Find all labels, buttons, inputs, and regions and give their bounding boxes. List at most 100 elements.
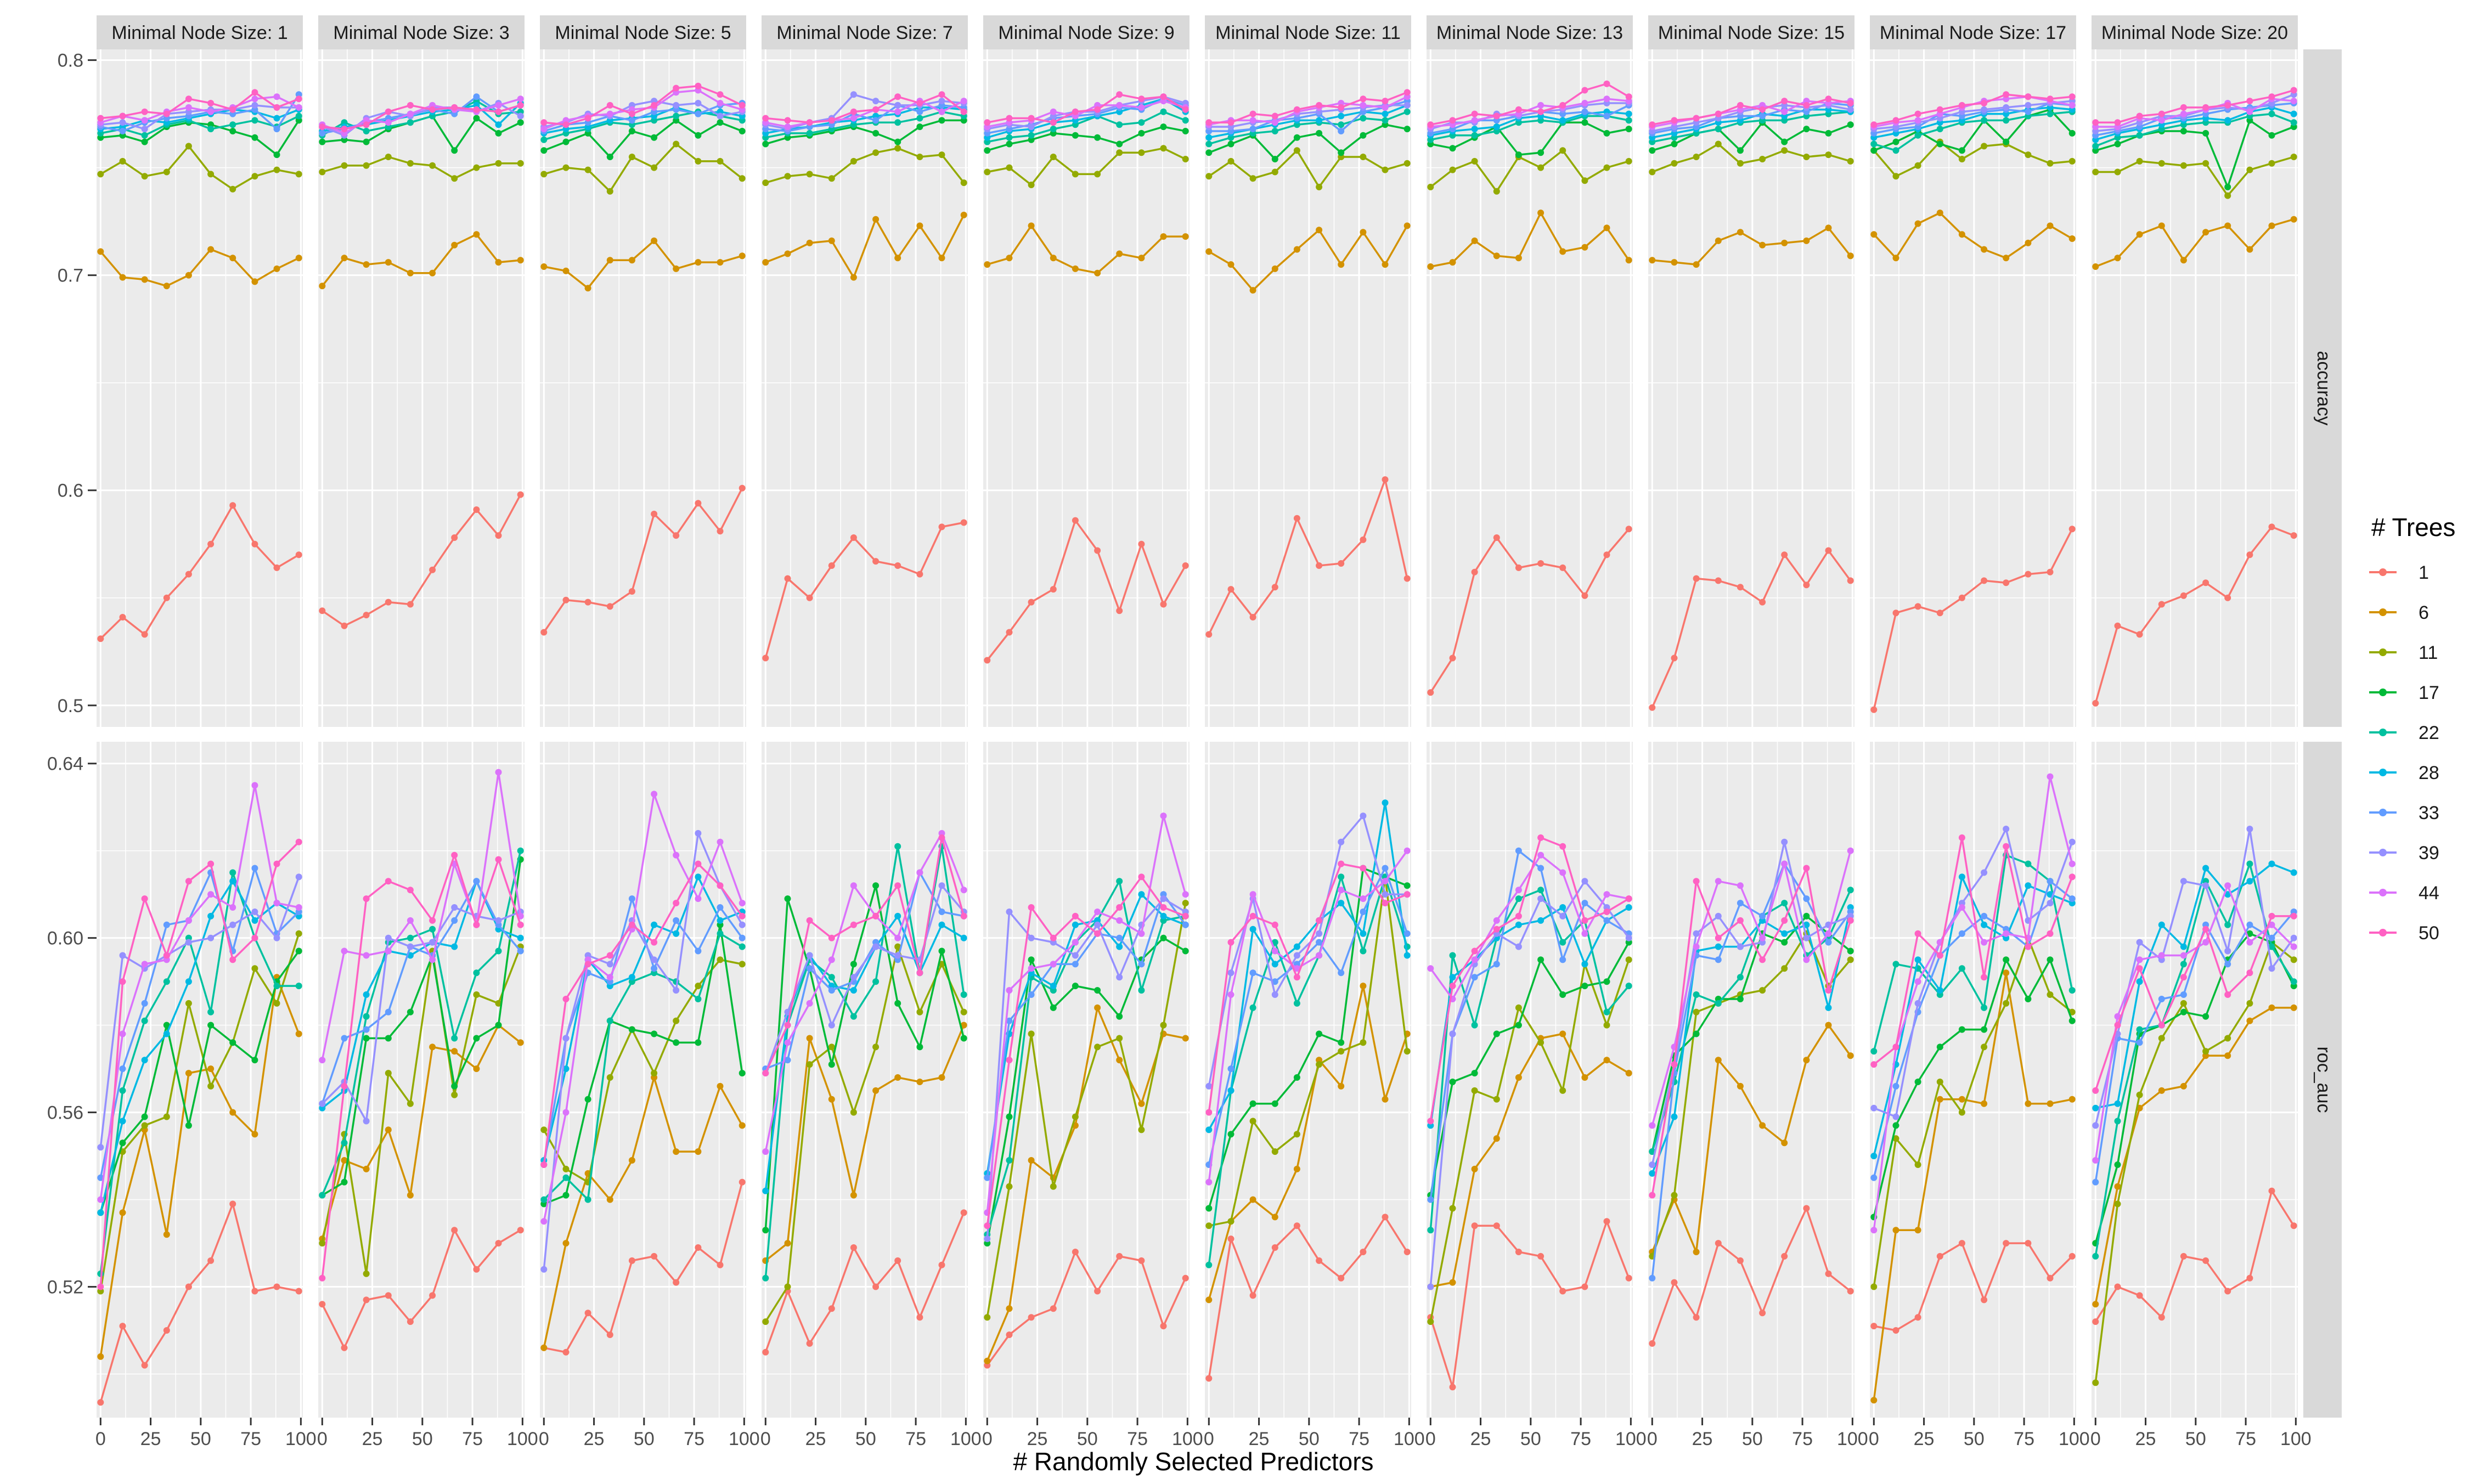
- series-line-39: [1874, 100, 2072, 130]
- data-point: [628, 128, 635, 134]
- series-line-17: [2094, 932, 2295, 1244]
- data-point: [207, 912, 215, 919]
- data-point: [739, 961, 746, 968]
- data-point: [984, 147, 991, 154]
- data-point: [1737, 229, 1744, 236]
- column-strip-background: [318, 15, 525, 49]
- data-point: [1050, 934, 1057, 941]
- data-point: [363, 612, 370, 619]
- data-point: [984, 657, 991, 664]
- data-point: [1094, 106, 1101, 113]
- data-point: [185, 878, 192, 885]
- series-line-11: [1430, 149, 1630, 193]
- data-point: [1182, 891, 1189, 898]
- data-point: [163, 1113, 170, 1120]
- data-point: [1603, 80, 1610, 87]
- data-point: [1227, 1065, 1234, 1073]
- data-point: [1914, 220, 1921, 227]
- data-point: [2068, 1017, 2076, 1024]
- data-point: [1138, 1257, 1145, 1264]
- data-point: [1559, 956, 1566, 963]
- data-point: [163, 1231, 170, 1238]
- data-point: [1138, 873, 1145, 881]
- data-point: [651, 791, 658, 798]
- data-point: [1958, 1096, 1965, 1103]
- data-point: [1914, 110, 1921, 117]
- data-point: [1382, 891, 1389, 898]
- series-line-11: [1429, 959, 1630, 1322]
- data-point: [1914, 117, 1921, 124]
- data-point: [1515, 887, 1522, 894]
- data-point: [407, 1008, 414, 1015]
- data-point: [2246, 826, 2253, 832]
- data-point: [562, 1165, 570, 1172]
- data-point: [1870, 706, 1878, 713]
- series-line-44: [99, 784, 300, 1200]
- series-line-6: [543, 1076, 743, 1348]
- data-point: [1537, 895, 1544, 902]
- data-point: [385, 108, 392, 115]
- data-point: [1050, 126, 1057, 133]
- x-tick-label: 100: [1172, 1429, 1203, 1449]
- data-point: [1981, 1026, 1988, 1033]
- data-point: [385, 934, 392, 941]
- data-point: [273, 93, 280, 100]
- data-point: [628, 110, 635, 117]
- data-point: [495, 259, 502, 266]
- data-point: [739, 484, 746, 492]
- data-point: [1603, 112, 1610, 120]
- data-point: [717, 1082, 724, 1090]
- data-point: [2290, 1004, 2297, 1011]
- data-point: [2068, 1252, 2076, 1260]
- data-point: [429, 939, 436, 946]
- data-point: [1072, 132, 1079, 139]
- data-point: [2025, 93, 2032, 100]
- data-point: [717, 91, 724, 98]
- x-tick-label: 50: [1299, 1429, 1320, 1449]
- data-point: [1138, 129, 1145, 137]
- data-point: [1293, 1074, 1300, 1081]
- series-line-6: [765, 215, 965, 279]
- data-point: [806, 594, 813, 601]
- data-point: [341, 1035, 348, 1042]
- data-point: [717, 917, 724, 924]
- data-point: [2003, 91, 2010, 98]
- data-point: [784, 250, 791, 257]
- data-point: [2224, 222, 2231, 229]
- data-point: [1958, 231, 1965, 238]
- data-point: [1205, 140, 1213, 148]
- series-line-1: [1651, 1207, 1851, 1344]
- data-point: [2158, 1022, 2165, 1029]
- data-point: [1559, 147, 1566, 154]
- data-point: [1471, 568, 1478, 575]
- data-point: [251, 101, 258, 109]
- data-point: [1693, 261, 1700, 268]
- data-point: [1625, 1274, 1632, 1282]
- data-point: [717, 119, 724, 126]
- data-point: [673, 851, 680, 859]
- data-point: [695, 259, 702, 266]
- data-point: [850, 274, 857, 281]
- data-point: [1293, 515, 1300, 522]
- legend-label: 50: [2419, 923, 2439, 944]
- legend-label: 6: [2419, 602, 2429, 623]
- data-point: [1072, 961, 1079, 968]
- data-point: [1671, 259, 1678, 266]
- facet-panel: Minimal Node Size: 5: [540, 15, 746, 727]
- data-point: [938, 108, 945, 115]
- column-strip-background: [97, 15, 303, 49]
- series-line-28: [765, 106, 964, 134]
- data-point: [1160, 934, 1167, 941]
- data-point: [1316, 1257, 1323, 1264]
- data-point: [2268, 1187, 2275, 1194]
- data-point: [229, 121, 236, 128]
- data-point: [295, 95, 302, 103]
- data-point: [1403, 575, 1411, 582]
- data-point: [1625, 526, 1632, 533]
- data-point: [1338, 1048, 1345, 1055]
- series-line-22: [765, 110, 965, 139]
- data-point: [850, 115, 857, 122]
- x-tick-label: 0: [982, 1429, 993, 1449]
- data-point: [2158, 1035, 2165, 1042]
- series-line-50: [765, 93, 965, 124]
